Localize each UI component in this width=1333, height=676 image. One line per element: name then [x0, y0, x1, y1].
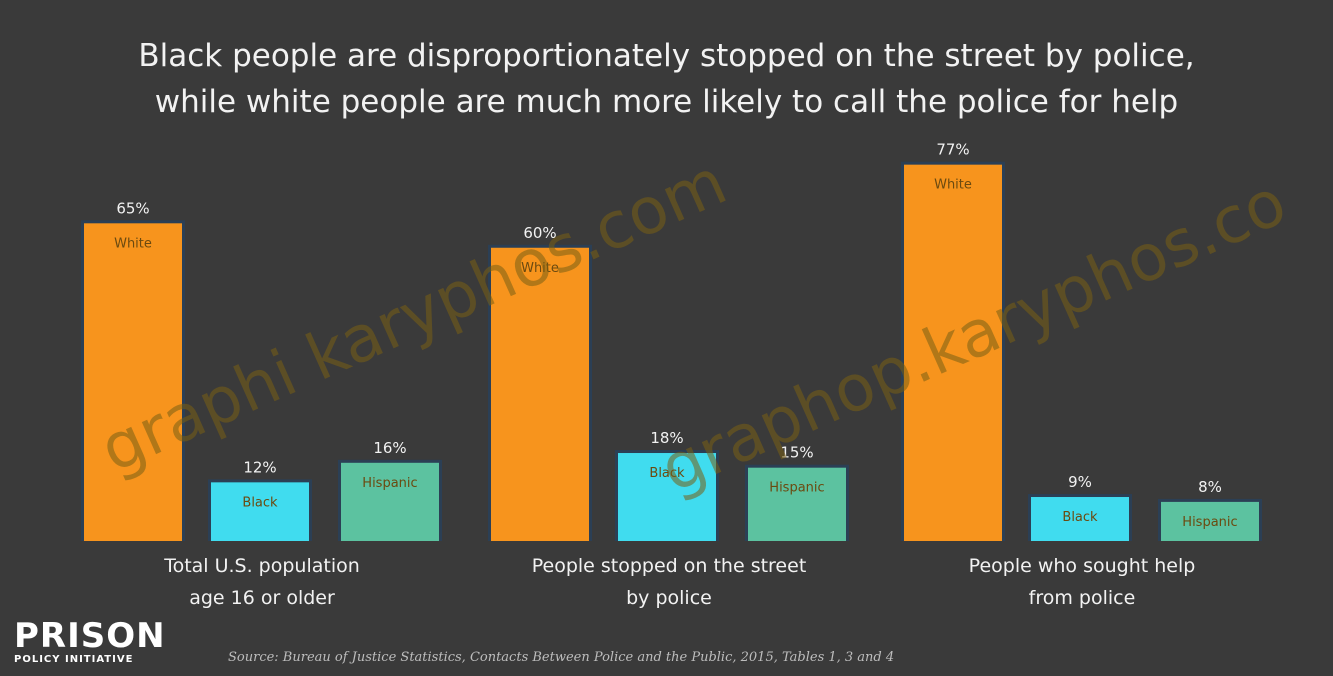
data-label-black-1: 12% — [243, 458, 276, 476]
data-label-hispanic-3: 8% — [1198, 478, 1222, 496]
data-label-black-2: 18% — [650, 429, 683, 447]
category-label-2-line-2: by police — [626, 587, 712, 609]
bar-series-label-black-3: Black — [1062, 510, 1098, 525]
bar-white-1 — [84, 223, 182, 541]
category-label-1-line-2: age 16 or older — [189, 587, 335, 609]
source-note: Source: Bureau of Justice Statistics, Co… — [228, 650, 895, 665]
category-label-1-line-1: Total U.S. population — [163, 555, 360, 577]
bar-series-label-white-3: White — [934, 178, 972, 193]
category-label-2-line-1: People stopped on the street — [532, 555, 807, 577]
bar-series-label-hispanic-2: Hispanic — [769, 481, 824, 496]
bar-black-2 — [618, 453, 716, 541]
bar-series-label-hispanic-1: Hispanic — [362, 476, 417, 491]
logo-wordmark: PRISON — [14, 616, 166, 656]
data-label-black-3: 9% — [1068, 473, 1092, 491]
data-label-white-1: 65% — [116, 199, 149, 217]
category-label-3-line-2: from police — [1029, 587, 1136, 609]
logo-subtitle: POLICY INITIATIVE — [14, 654, 134, 665]
data-label-hispanic-1: 16% — [373, 439, 406, 457]
bar-hispanic-2 — [748, 467, 846, 541]
chart-title-line-1: Black people are disproportionately stop… — [138, 38, 1195, 74]
category-label-3-line-1: People who sought help — [969, 555, 1196, 577]
bar-black-1 — [211, 482, 309, 541]
data-label-hispanic-2: 15% — [780, 444, 813, 462]
bar-series-label-black-1: Black — [242, 495, 278, 510]
bar-series-label-black-2: Black — [649, 466, 685, 481]
data-label-white-3: 77% — [936, 141, 969, 159]
data-label-white-2: 60% — [523, 224, 556, 242]
prison-policy-logo: PRISON POLICY INITIATIVE — [14, 618, 166, 666]
bar-series-label-hispanic-3: Hispanic — [1182, 515, 1237, 530]
bar-series-label-white-2: White — [521, 261, 559, 276]
bar-black-3 — [1031, 497, 1129, 541]
bar-hispanic-3 — [1161, 501, 1259, 541]
bar-white-2 — [491, 247, 589, 541]
bar-white-3 — [904, 164, 1002, 541]
bar-series-label-white-1: White — [114, 236, 152, 251]
bar-hispanic-1 — [341, 462, 439, 541]
chart-title-line-2: while white people are much more likely … — [154, 84, 1179, 120]
